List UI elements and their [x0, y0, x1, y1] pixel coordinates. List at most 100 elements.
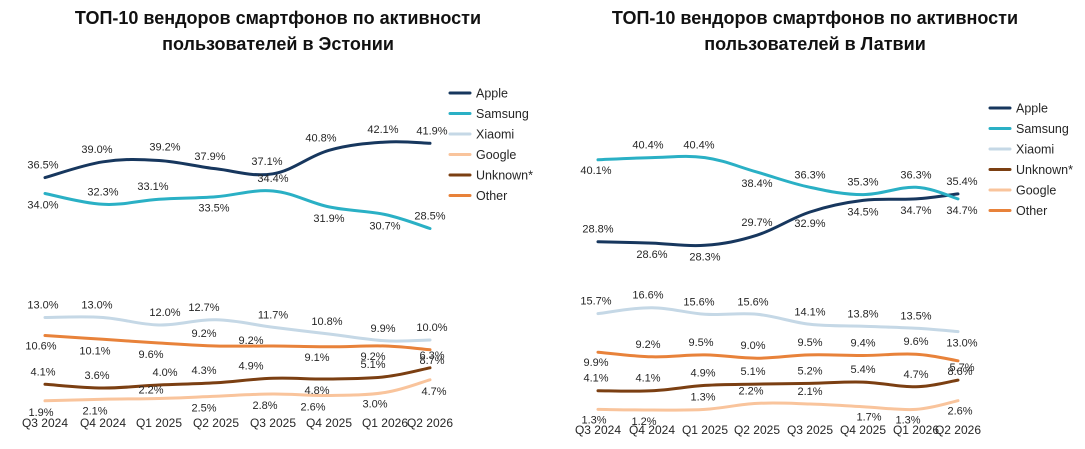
legend-label-samsung: Samsung: [476, 107, 529, 121]
legend-label-samsung: Samsung: [1016, 122, 1069, 136]
x-tick-label: Q4 2025: [840, 423, 886, 437]
legend-label-unknown: Unknown*: [476, 169, 533, 183]
legend-label-apple: Apple: [476, 87, 508, 101]
data-label-xiaomi: 13.0%: [946, 338, 977, 350]
data-label-apple: 35.4%: [946, 176, 977, 188]
data-label-xiaomi: 11.7%: [258, 309, 289, 321]
data-label-other: 9.6%: [903, 336, 928, 348]
data-label-xiaomi: 13.8%: [847, 308, 878, 320]
data-label-samsung: 40.4%: [632, 140, 663, 152]
x-tick-label: Q4 2024: [629, 423, 675, 437]
x-tick-label: Q1 2025: [682, 423, 728, 437]
data-label-google: 2.6%: [300, 402, 325, 414]
data-label-other: 10.1%: [79, 345, 110, 357]
data-label-xiaomi: 10.0%: [416, 322, 447, 334]
x-tick-label: Q1 2025: [136, 416, 182, 430]
data-label-unknown: 4.3%: [191, 365, 216, 377]
data-label-samsung: 34.4%: [257, 173, 288, 185]
chart-title-line: пользователей в Латвии: [704, 34, 926, 54]
data-label-other: 9.2%: [635, 339, 660, 351]
data-label-other: 9.4%: [850, 338, 875, 350]
data-label-other: 8.7%: [419, 355, 444, 367]
data-label-google: 1.3%: [581, 414, 606, 426]
series-line-xiaomi: [596, 306, 960, 334]
data-label-unknown: 6.3%: [419, 350, 444, 362]
data-label-other: 9.2%: [360, 351, 385, 363]
data-label-apple: 37.1%: [251, 156, 282, 168]
data-label-xiaomi: 15.6%: [737, 296, 768, 308]
series-line-other: [43, 334, 432, 352]
data-label-xiaomi: 13.5%: [900, 310, 931, 322]
x-tick-label: Q2 2026: [935, 423, 981, 437]
series-line-xiaomi: [43, 315, 432, 343]
data-label-xiaomi: 13.0%: [27, 300, 58, 312]
data-label-google: 2.5%: [191, 402, 216, 414]
chart-title-line: ТОП-10 вендоров смартфонов по активности: [75, 8, 481, 28]
series-line-google: [43, 378, 432, 403]
data-label-apple: 39.0%: [81, 144, 112, 156]
data-label-apple: 37.9%: [194, 151, 225, 163]
data-label-google: 4.7%: [421, 386, 446, 398]
data-label-apple: 34.5%: [847, 206, 878, 218]
data-label-samsung: 38.4%: [741, 178, 772, 190]
chart-title-line: пользователей в Эстонии: [162, 34, 394, 54]
legend-label-other: Other: [1016, 204, 1047, 218]
data-label-unknown: 4.7%: [903, 369, 928, 381]
data-label-other: 9.2%: [191, 328, 216, 340]
data-label-samsung: 36.3%: [794, 169, 825, 181]
data-label-samsung: 35.3%: [847, 177, 878, 189]
data-label-samsung: 31.9%: [313, 213, 344, 225]
data-label-apple: 29.7%: [741, 217, 772, 229]
data-label-google: 1.7%: [856, 412, 881, 424]
data-label-xiaomi: 10.8%: [311, 316, 342, 328]
data-label-google: 2.1%: [82, 405, 107, 417]
data-label-other: 9.0%: [740, 340, 765, 352]
data-label-other: 9.6%: [138, 349, 163, 361]
data-label-samsung: 33.1%: [137, 181, 168, 193]
x-tick-label: Q3 2024: [22, 416, 68, 430]
data-label-unknown: 5.1%: [740, 366, 765, 378]
data-label-other: 10.6%: [25, 341, 56, 353]
data-label-apple: 28.6%: [636, 249, 667, 261]
x-tick-label: Q3 2025: [787, 423, 833, 437]
data-label-xiaomi: 15.6%: [683, 296, 714, 308]
series-line-unknown: [596, 378, 960, 393]
data-label-samsung: 32.3%: [87, 186, 118, 198]
data-label-xiaomi: 15.7%: [580, 296, 611, 308]
data-label-xiaomi: 13.0%: [81, 300, 112, 312]
data-label-google: 2.2%: [138, 385, 163, 397]
data-label-google: 1.2%: [631, 416, 656, 428]
data-label-unknown: 4.1%: [635, 373, 660, 385]
data-label-xiaomi: 14.1%: [794, 306, 825, 318]
x-tick-label: Q3 2024: [575, 423, 621, 437]
data-label-google: 1.9%: [28, 407, 53, 419]
data-label-other: 9.5%: [688, 337, 713, 349]
data-label-google: 2.8%: [252, 400, 277, 412]
data-label-apple: 42.1%: [367, 124, 398, 136]
data-label-xiaomi: 12.0%: [149, 307, 180, 319]
legend-label-unknown: Unknown*: [1016, 163, 1073, 177]
data-label-google: 2.6%: [947, 406, 972, 418]
chart-title-line: ТОП-10 вендоров смартфонов по активности: [612, 8, 1018, 28]
legend-label-google: Google: [1016, 184, 1056, 198]
legend-label-google: Google: [476, 148, 516, 162]
data-label-google: 2.1%: [797, 386, 822, 398]
data-label-unknown: 4.0%: [152, 367, 177, 379]
x-tick-label: Q1 2026: [362, 416, 408, 430]
series-line-unknown: [43, 366, 432, 390]
data-label-samsung: 34.0%: [27, 200, 58, 212]
data-label-google: 3.0%: [362, 399, 387, 411]
series-line-samsung: [596, 154, 960, 201]
data-label-samsung: 28.5%: [414, 210, 445, 222]
legend-label-xiaomi: Xiaomi: [1016, 143, 1054, 157]
data-label-unknown: 4.9%: [690, 367, 715, 379]
data-label-unknown: 5.7%: [949, 362, 974, 374]
data-label-apple: 28.8%: [582, 224, 613, 236]
data-label-samsung: 40.4%: [683, 140, 714, 152]
data-label-other: 9.5%: [797, 337, 822, 349]
series-line-apple: [43, 140, 432, 180]
x-tick-label: Q2 2025: [193, 416, 239, 430]
data-label-other: 9.9%: [583, 357, 608, 369]
